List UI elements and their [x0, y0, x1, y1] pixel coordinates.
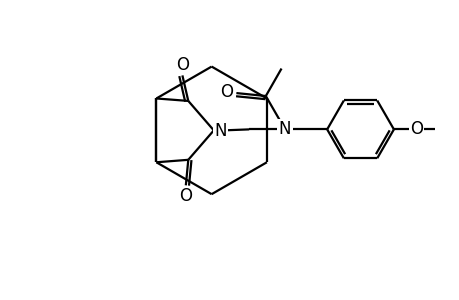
Text: O: O — [175, 56, 189, 74]
Text: N: N — [213, 122, 226, 140]
Text: O: O — [219, 83, 233, 101]
Text: O: O — [409, 120, 422, 138]
Text: N: N — [278, 120, 290, 138]
Text: O: O — [179, 187, 192, 205]
